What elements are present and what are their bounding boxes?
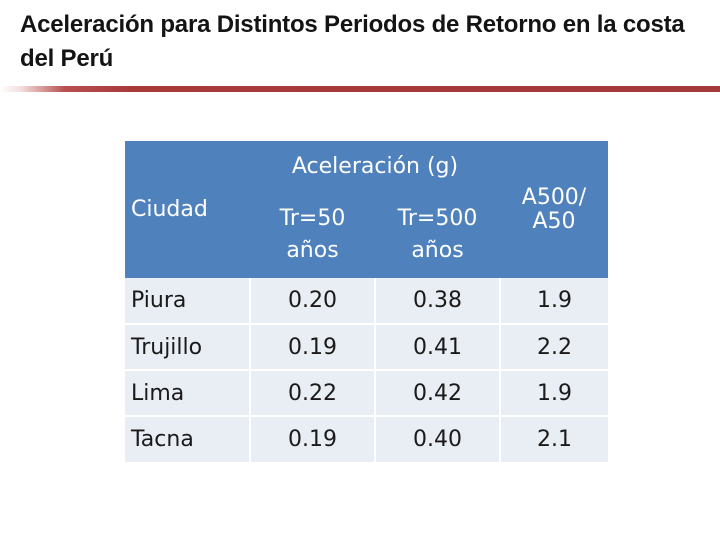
tr50-cell: 0.19 (250, 324, 376, 371)
header-tr50: Tr=50 años (250, 192, 375, 278)
city-cell: Tacna (125, 416, 251, 462)
tr50-cell: 0.20 (250, 278, 376, 325)
ratio-cell: 1.9 (500, 278, 608, 325)
header-ratio-line2: A50 (532, 208, 576, 234)
table-row: Tacna 0.19 0.40 2.1 (125, 416, 608, 462)
title-divider (0, 86, 720, 92)
tr500-cell: 0.42 (375, 370, 501, 417)
header-tr500-line1: Tr=500 (397, 206, 478, 231)
city-cell: Piura (125, 278, 251, 325)
ratio-cell: 1.9 (500, 370, 608, 417)
slide-title: Aceleración para Distintos Periodos de R… (20, 11, 685, 72)
tr50-cell: 0.22 (250, 370, 376, 417)
tr50-cell: 0.19 (250, 416, 376, 462)
header-tr50-line1: Tr=50 (279, 206, 346, 231)
table-row: Piura 0.20 0.38 1.9 (125, 278, 608, 325)
city-cell: Trujillo (125, 324, 251, 371)
city-cell: Lima (125, 370, 251, 417)
header-tr50-line2: años (286, 238, 339, 263)
table-row: Lima 0.22 0.42 1.9 (125, 370, 608, 417)
ratio-cell: 2.2 (500, 324, 608, 371)
header-acceleration-group: Aceleración (g) (250, 141, 500, 192)
header-ratio-line1: A500/ (521, 184, 587, 210)
header-city: Ciudad (125, 141, 250, 278)
ratio-cell: 2.1 (500, 416, 608, 462)
tr500-cell: 0.38 (375, 278, 501, 325)
header-tr500: Tr=500 años (375, 192, 500, 278)
header-tr500-line2: años (411, 238, 464, 263)
tr500-cell: 0.40 (375, 416, 501, 462)
tr500-cell: 0.41 (375, 324, 501, 371)
header-acceleration-label: Aceleración (g) (291, 154, 459, 179)
header-ratio: A500/ A50 (500, 141, 608, 278)
table-row: Trujillo 0.19 0.41 2.2 (125, 324, 608, 371)
header-city-label: Ciudad (131, 197, 208, 222)
acceleration-table: Ciudad Aceleración (g) A500/ A50 Tr=50 a… (125, 141, 608, 462)
